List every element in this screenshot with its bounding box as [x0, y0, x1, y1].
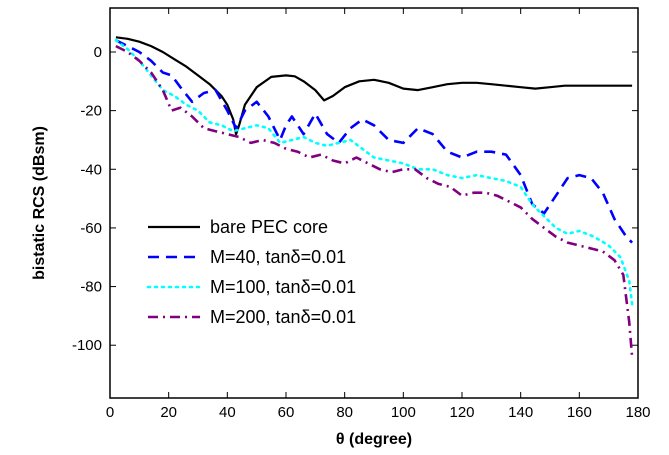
- legend-label-1: M=40, tanδ=0.01: [210, 247, 346, 267]
- x-tick-label: 160: [567, 404, 592, 421]
- y-tick-label: -100: [72, 337, 102, 354]
- x-tick-label: 140: [508, 404, 533, 421]
- legend-label-2: M=100, tanδ=0.01: [210, 277, 356, 297]
- x-tick-label: 100: [391, 404, 416, 421]
- axis-ticks: 0 20 40 60 80 100 120 140 160 180 0 -20 -40 -60 -80 -10…: [72, 8, 651, 421]
- legend-label-3: M=200, tanδ=0.01: [210, 307, 356, 327]
- y-axis-title: bistatic RCS (dBsm): [31, 126, 48, 280]
- legend: bare PEC core M=40, tanδ=0.01 M=100, tanδ=…: [146, 217, 356, 327]
- legend-label-0: bare PEC core: [210, 217, 328, 237]
- y-tick-label: -20: [80, 103, 102, 120]
- x-tick-label: 60: [278, 404, 295, 421]
- plot-frame: [109, 7, 639, 399]
- y-tick-label: -40: [80, 161, 102, 178]
- series-line-2: [114, 38, 634, 306]
- x-tick-label: 80: [336, 404, 353, 421]
- x-tick-label: 20: [160, 404, 177, 421]
- series-line-0: [115, 36, 633, 136]
- y-tick-label: -60: [80, 220, 102, 237]
- x-tick-label: 0: [106, 404, 114, 421]
- series-line-3: [115, 44, 634, 358]
- y-tick-label: 0: [94, 44, 102, 61]
- x-tick-label: 120: [449, 404, 474, 421]
- x-tick-label: 180: [625, 404, 650, 421]
- y-tick-label: -80: [80, 279, 102, 296]
- x-tick-label: 40: [219, 404, 236, 421]
- series-layer: [114, 36, 634, 358]
- x-axis-title: θ (degree): [336, 431, 412, 448]
